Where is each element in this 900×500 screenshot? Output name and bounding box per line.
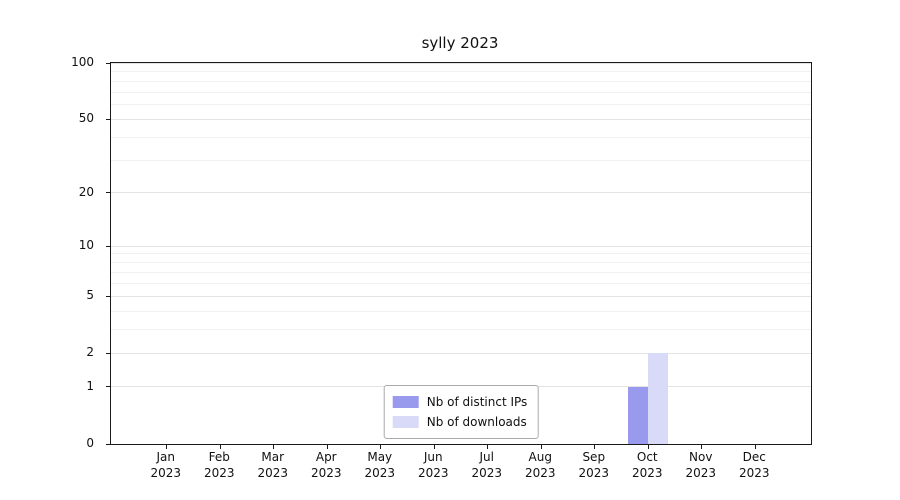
- gridline: [111, 310, 811, 312]
- y-tick-mark: [106, 352, 111, 354]
- gridline: [111, 136, 811, 138]
- legend-swatch-distinct-ips: [392, 396, 419, 408]
- gridline: [111, 62, 811, 64]
- legend-label-distinct-ips: Nb of distinct IPs: [426, 395, 528, 409]
- x-tick-mark: [380, 444, 382, 449]
- x-tick-label: Mar 2023: [257, 450, 289, 480]
- y-tick-label: 100: [71, 55, 94, 69]
- y-tick-mark: [106, 386, 111, 388]
- x-tick-label: Oct 2023: [631, 450, 663, 480]
- y-axis: 0 1 2 5 10 20 50 100: [0, 55, 102, 450]
- gridline: [111, 91, 811, 93]
- plot-area: Nb of distinct IPs Nb of downloads: [106, 62, 812, 449]
- x-tick-mark: [487, 444, 489, 449]
- x-tick-mark: [540, 444, 542, 449]
- x-tick-label: Jan 2023: [150, 450, 182, 480]
- gridline: [111, 352, 811, 354]
- x-tick-label: Jul 2023: [471, 450, 503, 480]
- y-tick-mark: [106, 245, 111, 247]
- x-tick-mark: [273, 444, 275, 449]
- gridline: [111, 282, 811, 284]
- y-tick-mark: [106, 62, 111, 64]
- gridline: [111, 295, 811, 297]
- x-tick-label: Apr 2023: [310, 450, 342, 480]
- legend-item-distinct-ips: Nb of distinct IPs: [392, 392, 528, 412]
- x-tick-mark: [594, 444, 596, 449]
- y-tick-label: 10: [78, 238, 94, 253]
- y-tick-label: 0: [86, 436, 94, 450]
- y-tick-label: 5: [86, 288, 94, 303]
- x-tick-label: Sep 2023: [578, 450, 610, 480]
- y-tick-mark: [106, 118, 111, 120]
- x-tick-label: May 2023: [364, 450, 396, 480]
- gridline: [111, 80, 811, 82]
- x-tick-mark: [166, 444, 168, 449]
- x-tick-label: Feb 2023: [203, 450, 235, 480]
- x-tick-label: Dec 2023: [738, 450, 770, 480]
- legend-item-downloads: Nb of downloads: [392, 412, 528, 432]
- x-tick-mark: [754, 444, 756, 449]
- legend-swatch-downloads: [392, 416, 419, 428]
- gridline: [111, 104, 811, 106]
- gridline: [111, 71, 811, 73]
- y-tick-label: 20: [78, 184, 94, 199]
- x-tick-mark: [701, 444, 703, 449]
- gridline: [111, 118, 811, 120]
- gridline: [111, 271, 811, 273]
- x-tick-label: Nov 2023: [685, 450, 717, 480]
- x-tick-mark: [219, 444, 221, 449]
- gridline: [111, 245, 811, 247]
- y-tick-label: 2: [86, 345, 94, 360]
- bar-downloads: [648, 353, 669, 444]
- gridline: [111, 329, 811, 331]
- bar-distinct-ips: [628, 386, 649, 444]
- gridline: [111, 192, 811, 194]
- x-tick-label: Aug 2023: [524, 450, 556, 480]
- x-tick-label: Jun 2023: [417, 450, 449, 480]
- x-tick-mark: [647, 444, 649, 449]
- y-tick-mark: [106, 443, 111, 445]
- x-tick-mark: [433, 444, 435, 449]
- legend-label-downloads: Nb of downloads: [426, 415, 527, 429]
- y-tick-mark: [106, 295, 111, 297]
- gridline: [111, 262, 811, 264]
- y-tick-mark: [106, 192, 111, 194]
- y-tick-label: 50: [78, 111, 94, 126]
- x-tick-mark: [326, 444, 328, 449]
- chart-title: sylly 2023: [421, 34, 499, 52]
- y-tick-label: 1: [86, 378, 94, 393]
- gridline: [111, 160, 811, 161]
- legend: Nb of distinct IPs Nb of downloads: [383, 385, 539, 439]
- gridline: [111, 253, 811, 255]
- x-axis: Jan 2023 Feb 2023 Mar 2023 Apr 2023 May 2023…: [110, 449, 810, 489]
